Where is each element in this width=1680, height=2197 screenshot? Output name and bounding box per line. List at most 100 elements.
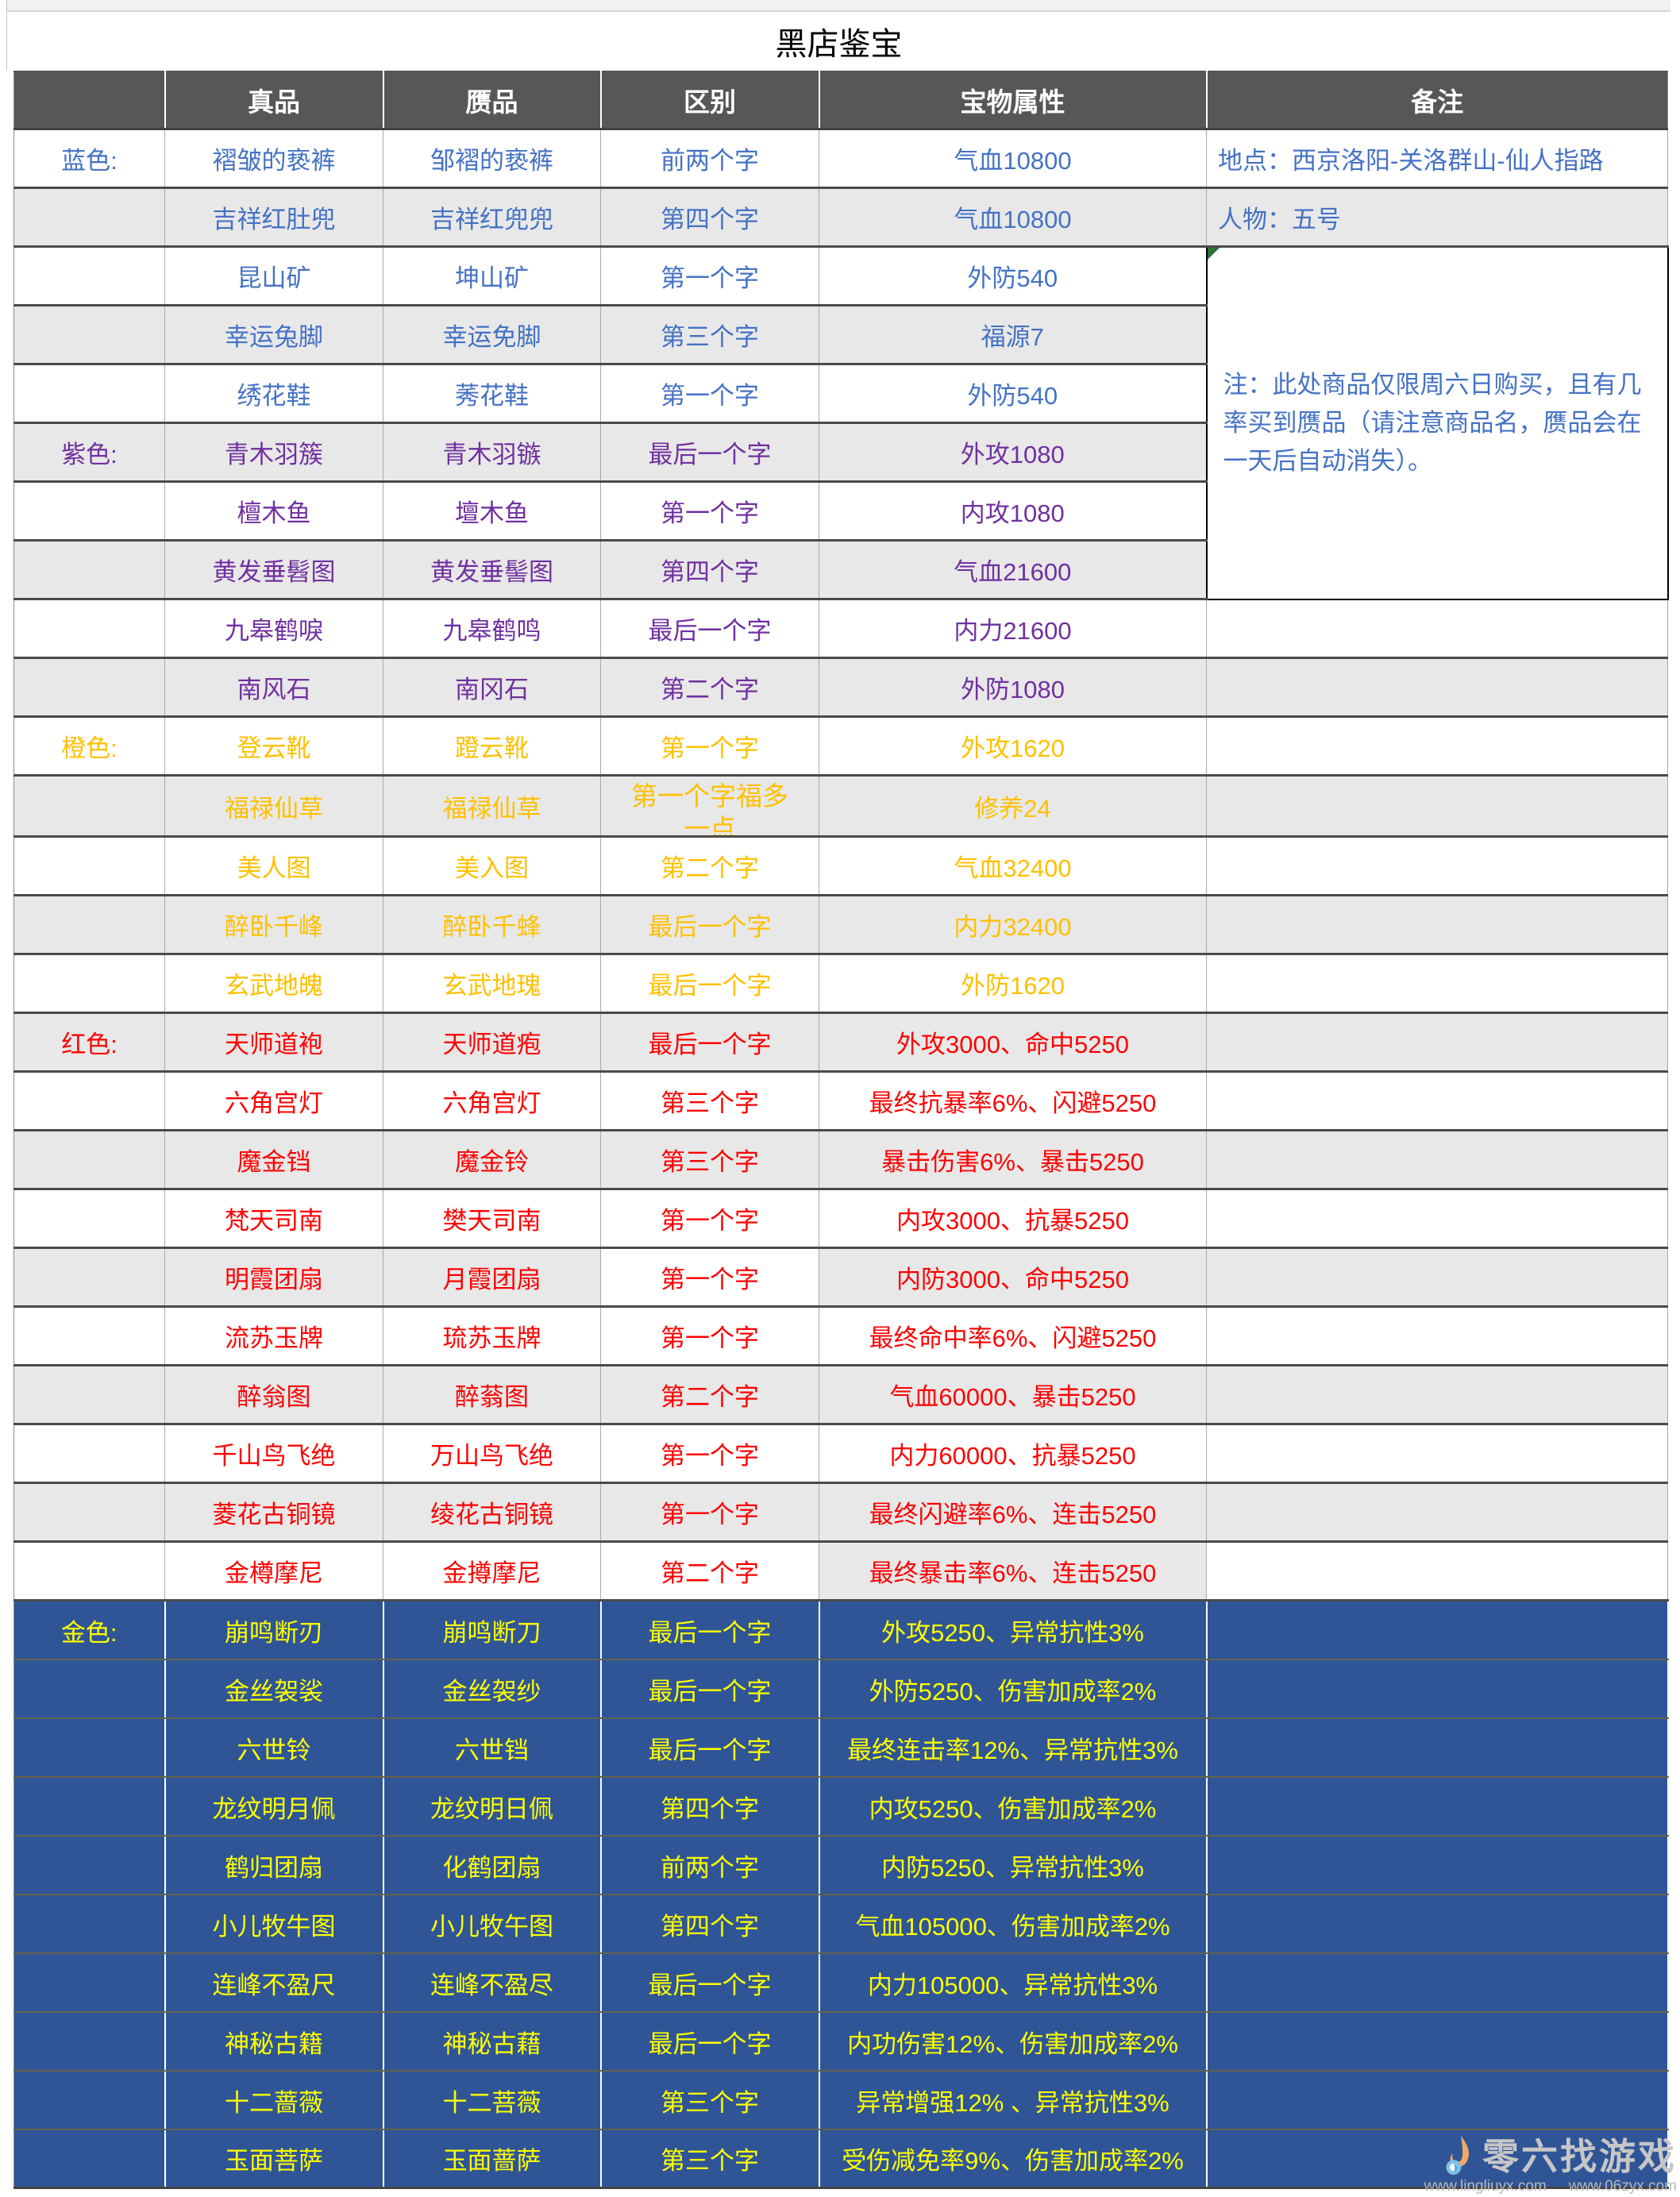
table-row: 六角宫灯 六角宫灯 第三个字 最终抗暴率6%、闪避5250 (13, 1071, 1668, 1131)
note-cell (1206, 1718, 1669, 1778)
fake-cell: 六世铛 (383, 1718, 602, 1778)
difference-cell: 最后一个字 (600, 1718, 820, 1778)
difference-cell: 最后一个字 (600, 954, 819, 1014)
genuine-cell: 金丝袈裟 (164, 1659, 384, 1719)
attribute-cell: 气血32400 (819, 836, 1207, 896)
watermark: 零六找游戏 www.lingliuyx.com www.06zyx.com (1424, 2135, 1677, 2195)
genuine-cell: 褶皱的亵裤 (164, 129, 383, 189)
fake-cell: 六角宫灯 (383, 1071, 601, 1131)
table-row: 流苏玉牌 琉苏玉牌 第一个字 最终命中率6%、闪避5250 (13, 1306, 1668, 1366)
difference-cell: 第四个字 (600, 187, 819, 248)
genuine-cell: 六世铃 (164, 1718, 384, 1778)
genuine-cell: 吉祥红肚兜 (164, 187, 383, 248)
fake-cell: 天师道疱 (383, 1012, 601, 1073)
column-header: 宝物属性 (819, 71, 1208, 130)
attribute-cell: 暴击伤害6%、暴击5250 (819, 1130, 1207, 1190)
row-label-cell (13, 187, 165, 248)
row-label-cell (13, 1718, 166, 1778)
fake-cell: 绫花古铜镜 (383, 1482, 601, 1543)
fake-cell: 邹褶的亵裤 (383, 129, 601, 189)
note-cell (1206, 657, 1668, 718)
table-row: 美人图 美入图 第二个字 气血32400 (13, 836, 1668, 896)
difference-cell: 最后一个字 (600, 599, 819, 659)
attribute-cell: 内力21600 (819, 599, 1207, 659)
row-label-cell (13, 1306, 165, 1366)
genuine-cell: 南风石 (164, 657, 383, 718)
genuine-cell: 连峰不盈尺 (164, 1953, 384, 2013)
row-label-cell (13, 895, 165, 955)
note-cell (1206, 1894, 1669, 1954)
row-label-cell (13, 657, 165, 718)
genuine-cell: 崩鸣断刃 (164, 1600, 384, 1660)
note-cell (1206, 1482, 1668, 1543)
fake-cell: 南冈石 (383, 657, 601, 718)
table-row: 橙色: 登云靴 蹬云靴 第一个字 外攻1620 (13, 716, 1668, 777)
table-row: 绣花鞋 莠花鞋 第一个字 外防540 (13, 364, 1668, 424)
genuine-cell: 昆山矿 (164, 246, 383, 306)
note-cell (1206, 836, 1668, 896)
note-cell: 人物：五号 (1206, 187, 1668, 248)
difference-cell: 最后一个字 (600, 2012, 820, 2072)
table-row: 魔金铛 魔金铃 第三个字 暴击伤害6%、暴击5250 (13, 1130, 1668, 1190)
table-row: 菱花古铜镜 绫花古铜镜 第一个字 最终闪避率6%、连击5250 (13, 1482, 1668, 1543)
note-cell (1206, 895, 1668, 955)
fake-cell: 青木羽镞 (383, 422, 601, 483)
fake-cell: 吉祥红兜兜 (383, 187, 601, 248)
row-label-cell (13, 836, 165, 896)
difference-cell: 第四个字 (600, 540, 819, 600)
difference-cell: 第三个字 (600, 305, 819, 365)
fake-cell: 十二菩薇 (383, 2071, 602, 2130)
sheet-top-strip (6, 0, 1670, 12)
genuine-cell: 明霞团扇 (164, 1247, 383, 1308)
attribute-cell: 外攻5250、异常抗性3% (819, 1600, 1208, 1660)
note-cell (1206, 1247, 1668, 1308)
fake-cell: 蹬云靴 (383, 716, 601, 777)
table-row: 黄发垂髫图 黄发垂髻图 第四个字 气血21600 (13, 540, 1668, 600)
difference-cell: 第二个字 (600, 1365, 819, 1425)
note-cell (1206, 1424, 1668, 1484)
note-cell (1206, 1953, 1669, 2013)
fake-cell: 月霞团扇 (383, 1247, 601, 1308)
difference-cell: 第二个字 (600, 1541, 819, 1601)
row-label-cell: 红色: (13, 1012, 165, 1073)
difference-cell: 第四个字 (600, 1894, 820, 1954)
row-label-cell (13, 1130, 165, 1190)
fake-cell: 魔金铃 (383, 1130, 601, 1190)
row-label-cell (13, 1071, 165, 1131)
fake-cell: 醉蓊图 (383, 1365, 601, 1425)
attribute-cell: 外攻3000、命中5250 (819, 1012, 1207, 1073)
fake-cell: 连峰不盈尽 (383, 1953, 602, 2013)
genuine-cell: 登云靴 (164, 716, 383, 777)
genuine-cell: 九皋鹤唳 (164, 599, 383, 659)
genuine-cell: 神秘古籍 (164, 2012, 384, 2072)
attribute-cell: 外防1620 (819, 954, 1207, 1014)
attribute-cell: 外攻1620 (819, 716, 1207, 777)
genuine-cell: 绣花鞋 (164, 364, 383, 424)
attribute-cell: 内力105000、异常抗性3% (819, 1953, 1208, 2013)
row-label-cell (13, 2130, 166, 2189)
difference-cell: 最后一个字 (600, 1600, 820, 1660)
attribute-cell: 最终命中率6%、闪避5250 (819, 1306, 1207, 1366)
row-label-cell (13, 2012, 166, 2072)
attribute-cell: 内力60000、抗暴5250 (819, 1424, 1207, 1484)
attribute-cell: 外防5250、伤害加成率2% (819, 1659, 1208, 1719)
note-cell (1206, 954, 1668, 1014)
fake-cell: 壇木鱼 (383, 481, 601, 542)
difference-cell: 第二个字 (600, 836, 819, 896)
row-label-cell (13, 1189, 165, 1249)
attribute-cell: 福源7 (819, 305, 1207, 365)
table-row: 千山鸟飞绝 万山鸟飞绝 第一个字 内力60000、抗暴5250 (13, 1424, 1668, 1484)
row-label-cell (13, 1365, 165, 1425)
attribute-cell: 内攻1080 (819, 481, 1207, 542)
genuine-cell: 青木羽簇 (164, 422, 383, 483)
attribute-cell: 最终连击率12%、异常抗性3% (819, 1718, 1208, 1778)
attribute-cell: 气血10800 (819, 187, 1207, 248)
row-label-cell: 蓝色: (13, 129, 165, 189)
table-row: 醉卧千峰 醉卧千蜂 最后一个字 内力32400 (13, 895, 1668, 955)
genuine-cell: 檀木鱼 (164, 481, 383, 542)
note-box: 注：此处商品仅限周六日购买，且有几率买到赝品（请注意商品名，赝品会在一天后自动消… (1205, 245, 1669, 600)
difference-cell: 第一个字 (600, 246, 819, 306)
header-row: 真品 赝品 区别 宝物属性 备注 (13, 71, 1668, 130)
table-row: 十二蔷薇 十二菩薇 第三个字 异常增强12% 、异常抗性3% (13, 2071, 1669, 2130)
comment-corner-marker (1208, 248, 1220, 260)
